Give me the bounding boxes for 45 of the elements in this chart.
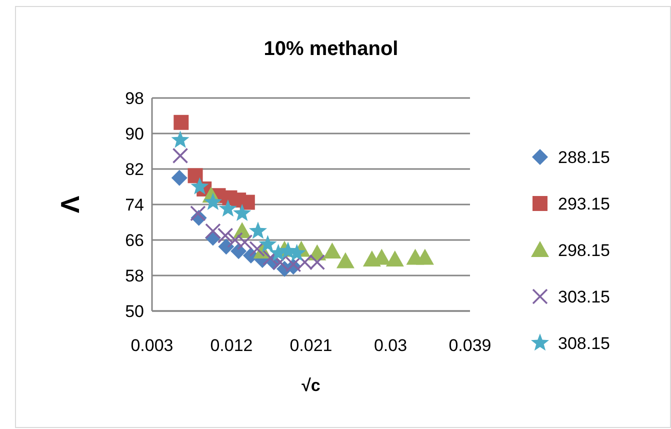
point	[233, 204, 252, 222]
x-tick-label: 0.012	[210, 336, 253, 355]
y-tick-label: 82	[125, 160, 144, 179]
legend-label: 293.15	[558, 194, 610, 214]
point	[236, 234, 253, 250]
legend-label: 308.15	[558, 334, 610, 353]
point	[258, 234, 277, 252]
point	[248, 222, 268, 239]
point	[190, 205, 206, 222]
legend-label: 298.15	[558, 240, 610, 260]
y-tick-label: 50	[125, 302, 144, 321]
point	[227, 232, 243, 248]
y-axis-title: Λ	[55, 195, 86, 214]
x-axis-title: √c	[302, 376, 320, 395]
point	[240, 194, 255, 210]
point	[249, 240, 266, 257]
point	[190, 177, 209, 194]
y-tick-label: 90	[125, 124, 144, 144]
point	[188, 168, 203, 184]
point	[174, 114, 189, 130]
point	[218, 238, 234, 255]
point	[217, 228, 234, 244]
legend-label: 303.15	[558, 287, 610, 306]
point	[204, 192, 222, 210]
x-tick-label: 0.03	[374, 336, 408, 355]
point	[323, 242, 342, 259]
point	[172, 148, 188, 164]
point	[171, 170, 188, 186]
point	[262, 250, 278, 266]
point	[416, 248, 434, 265]
point	[386, 250, 404, 267]
point	[336, 252, 354, 268]
y-tick-label: 66	[125, 230, 144, 250]
chart-title: 10% methanol	[264, 38, 398, 60]
y-tick-label: 58	[125, 266, 144, 286]
point	[205, 223, 221, 240]
y-tick-label: 98	[125, 88, 144, 108]
x-tick-label: 0.039	[448, 336, 492, 355]
legend-label: 288.15	[558, 148, 610, 167]
point	[218, 199, 237, 217]
x-tick-label: 0.003	[130, 336, 174, 355]
x-tick-label: 0.021	[290, 336, 332, 355]
y-tick-label: 74	[125, 195, 144, 214]
point	[171, 130, 190, 148]
point	[230, 243, 247, 260]
